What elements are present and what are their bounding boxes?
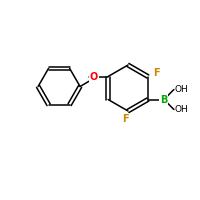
Text: F: F: [122, 114, 128, 124]
Text: OH: OH: [175, 85, 189, 94]
Text: F: F: [154, 68, 160, 77]
Text: O: O: [90, 72, 98, 82]
Text: OH: OH: [175, 105, 189, 114]
Text: B: B: [160, 95, 168, 105]
